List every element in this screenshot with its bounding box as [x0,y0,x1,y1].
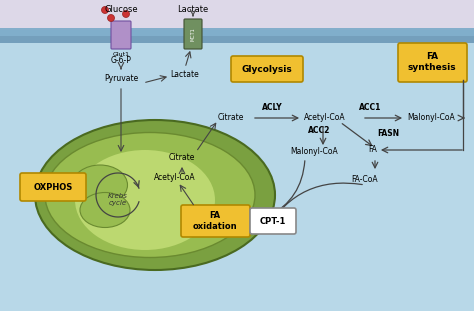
FancyBboxPatch shape [20,173,86,201]
Text: Lactate: Lactate [177,5,209,14]
Text: FA
oxidation: FA oxidation [193,211,237,231]
Ellipse shape [75,150,215,250]
Text: Glucose: Glucose [104,5,138,14]
Circle shape [122,11,129,17]
Text: Malonyl-CoA: Malonyl-CoA [290,147,338,156]
FancyBboxPatch shape [398,43,467,82]
Text: FA: FA [368,146,377,155]
Text: ACLY: ACLY [262,103,283,112]
Text: FA-CoA: FA-CoA [352,175,378,184]
Text: Acetyl-CoA: Acetyl-CoA [304,114,346,123]
FancyBboxPatch shape [231,56,303,82]
Bar [0,36,474,43]
Text: Lactate: Lactate [171,70,200,79]
Text: OXPHOS: OXPHOS [33,183,73,192]
Text: FA
synthesis: FA synthesis [408,52,456,72]
Circle shape [101,7,109,13]
FancyBboxPatch shape [111,21,131,49]
Text: G-6-P: G-6-P [110,56,131,65]
Text: Malonyl-CoA: Malonyl-CoA [407,114,455,123]
Text: FASN: FASN [377,129,399,138]
Bar [0,0,474,30]
Text: CPT-1: CPT-1 [260,216,286,225]
Text: Glut1: Glut1 [112,52,129,57]
Text: MCT1: MCT1 [191,27,195,41]
FancyBboxPatch shape [184,19,202,49]
Text: ACC1: ACC1 [359,103,381,112]
Text: Acetyl-CoA: Acetyl-CoA [154,174,196,183]
Ellipse shape [45,132,255,258]
Text: Glycolysis: Glycolysis [242,64,292,73]
Ellipse shape [80,193,130,228]
Circle shape [108,15,115,21]
FancyBboxPatch shape [250,208,296,234]
Text: Citrate: Citrate [218,114,245,123]
Bar [0,28,474,36]
Text: Krebs
cycle: Krebs cycle [108,193,128,206]
Text: Pyruvate: Pyruvate [104,74,138,83]
Ellipse shape [73,165,128,205]
FancyBboxPatch shape [181,205,250,237]
Text: ACC2: ACC2 [308,126,330,135]
Ellipse shape [35,120,275,270]
Text: Citrate: Citrate [169,154,195,163]
